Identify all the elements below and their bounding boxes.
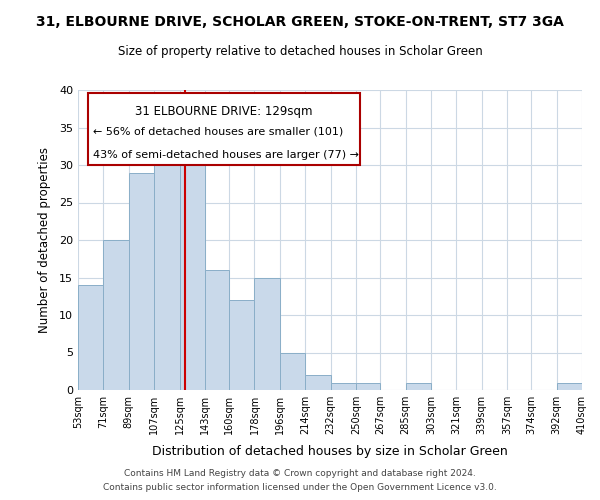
Text: ← 56% of detached houses are smaller (101): ← 56% of detached houses are smaller (10… — [93, 126, 343, 136]
Bar — [229, 300, 254, 390]
Bar — [331, 382, 356, 390]
Text: Contains public sector information licensed under the Open Government Licence v3: Contains public sector information licen… — [103, 484, 497, 492]
Text: 43% of semi-detached houses are larger (77) →: 43% of semi-detached houses are larger (… — [93, 150, 359, 160]
Bar — [205, 270, 229, 390]
Bar — [103, 240, 129, 390]
X-axis label: Distribution of detached houses by size in Scholar Green: Distribution of detached houses by size … — [152, 446, 508, 458]
Bar — [356, 382, 380, 390]
Y-axis label: Number of detached properties: Number of detached properties — [38, 147, 50, 333]
Bar — [254, 278, 280, 390]
Bar — [305, 375, 331, 390]
Bar — [406, 382, 431, 390]
Bar — [129, 172, 154, 390]
Bar — [154, 142, 179, 390]
Bar — [557, 382, 582, 390]
Bar — [179, 165, 205, 390]
Bar — [280, 352, 305, 390]
Text: Contains HM Land Registry data © Crown copyright and database right 2024.: Contains HM Land Registry data © Crown c… — [124, 468, 476, 477]
FancyBboxPatch shape — [88, 93, 360, 165]
Text: Size of property relative to detached houses in Scholar Green: Size of property relative to detached ho… — [118, 45, 482, 58]
Text: 31 ELBOURNE DRIVE: 129sqm: 31 ELBOURNE DRIVE: 129sqm — [136, 105, 313, 118]
Text: 31, ELBOURNE DRIVE, SCHOLAR GREEN, STOKE-ON-TRENT, ST7 3GA: 31, ELBOURNE DRIVE, SCHOLAR GREEN, STOKE… — [36, 15, 564, 29]
Bar — [78, 285, 103, 390]
